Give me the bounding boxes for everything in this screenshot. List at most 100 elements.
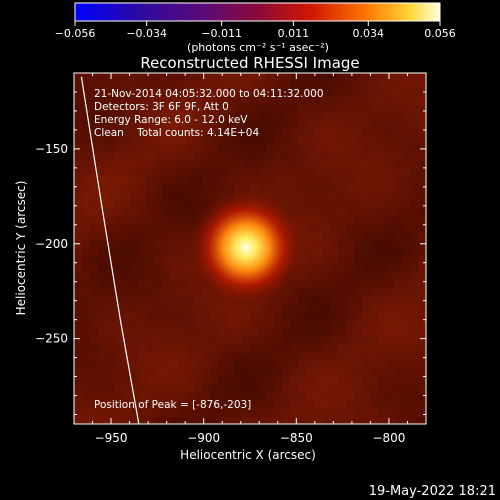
image-pixel: [418, 225, 426, 233]
image-pixel: [346, 401, 354, 409]
image-pixel: [178, 353, 186, 361]
image-pixel: [178, 105, 186, 113]
image-pixel: [330, 201, 338, 209]
image-pixel: [194, 153, 202, 161]
image-pixel: [418, 97, 426, 105]
image-pixel: [322, 153, 330, 161]
image-pixel: [314, 281, 322, 289]
image-pixel: [330, 281, 338, 289]
image-pixel: [98, 401, 106, 409]
image-pixel: [290, 297, 298, 305]
image-pixel: [298, 297, 306, 305]
image-pixel: [258, 353, 266, 361]
image-pixel: [234, 97, 242, 105]
image-pixel: [322, 273, 330, 281]
image-pixel: [90, 185, 98, 193]
image-pixel: [154, 113, 162, 121]
image-pixel: [362, 257, 370, 265]
image-pixel: [298, 313, 306, 321]
image-pixel: [90, 297, 98, 305]
image-pixel: [178, 193, 186, 201]
image-pixel: [418, 377, 426, 385]
image-pixel: [114, 249, 122, 257]
image-pixel: [226, 113, 234, 121]
image-pixel: [354, 89, 362, 97]
image-pixel: [194, 337, 202, 345]
image-pixel: [362, 249, 370, 257]
image-pixel: [178, 153, 186, 161]
image-pixel: [394, 105, 402, 113]
image-pixel: [314, 385, 322, 393]
image-pixel: [90, 225, 98, 233]
image-pixel: [410, 265, 418, 273]
image-pixel: [266, 369, 274, 377]
image-pixel: [378, 385, 386, 393]
image-pixel: [306, 377, 314, 385]
image-pixel: [74, 249, 82, 257]
image-pixel: [298, 265, 306, 273]
image-pixel: [410, 273, 418, 281]
image-pixel: [362, 297, 370, 305]
image-pixel: [154, 401, 162, 409]
image-pixel: [402, 97, 410, 105]
image-pixel: [210, 161, 218, 169]
image-pixel: [258, 393, 266, 401]
image-pixel: [146, 145, 154, 153]
image-pixel: [130, 121, 138, 129]
image-pixel: [202, 105, 210, 113]
image-pixel: [386, 201, 394, 209]
image-pixel: [386, 145, 394, 153]
image-pixel: [122, 249, 130, 257]
x-tick-label: −800: [372, 431, 405, 445]
image-pixel: [74, 193, 82, 201]
image-pixel: [394, 313, 402, 321]
image-pixel: [298, 161, 306, 169]
image-pixel: [258, 337, 266, 345]
image-pixel: [162, 361, 170, 369]
image-pixel: [226, 345, 234, 353]
image-pixel: [146, 81, 154, 89]
image-pixel: [114, 73, 122, 81]
image-pixel: [290, 113, 298, 121]
image-pixel: [418, 329, 426, 337]
image-pixel: [378, 305, 386, 313]
image-pixel: [218, 329, 226, 337]
image-pixel: [410, 121, 418, 129]
image-pixel: [106, 185, 114, 193]
image-pixel: [394, 193, 402, 201]
image-pixel: [338, 313, 346, 321]
image-pixel: [162, 265, 170, 273]
image-pixel: [330, 257, 338, 265]
image-pixel: [330, 297, 338, 305]
image-pixel: [106, 169, 114, 177]
image-pixel: [130, 169, 138, 177]
image-pixel: [418, 113, 426, 121]
image-pixel: [258, 321, 266, 329]
image-pixel: [386, 369, 394, 377]
image-pixel: [106, 297, 114, 305]
image-pixel: [386, 153, 394, 161]
image-pixel: [138, 249, 146, 257]
image-pixel: [170, 177, 178, 185]
image-pixel: [234, 129, 242, 137]
image-pixel: [354, 81, 362, 89]
image-pixel: [74, 393, 82, 401]
image-pixel: [314, 97, 322, 105]
image-pixel: [122, 137, 130, 145]
image-pixel: [362, 169, 370, 177]
image-pixel: [138, 121, 146, 129]
image-pixel: [258, 105, 266, 113]
image-pixel: [386, 305, 394, 313]
image-pixel: [338, 401, 346, 409]
image-pixel: [250, 393, 258, 401]
image-pixel: [338, 177, 346, 185]
image-pixel: [306, 321, 314, 329]
image-pixel: [282, 409, 290, 417]
image-pixel: [274, 401, 282, 409]
image-pixel: [418, 417, 426, 424]
image-pixel: [378, 177, 386, 185]
image-pixel: [74, 73, 82, 81]
image-pixel: [106, 329, 114, 337]
image-pixel: [146, 177, 154, 185]
image-pixel: [114, 393, 122, 401]
